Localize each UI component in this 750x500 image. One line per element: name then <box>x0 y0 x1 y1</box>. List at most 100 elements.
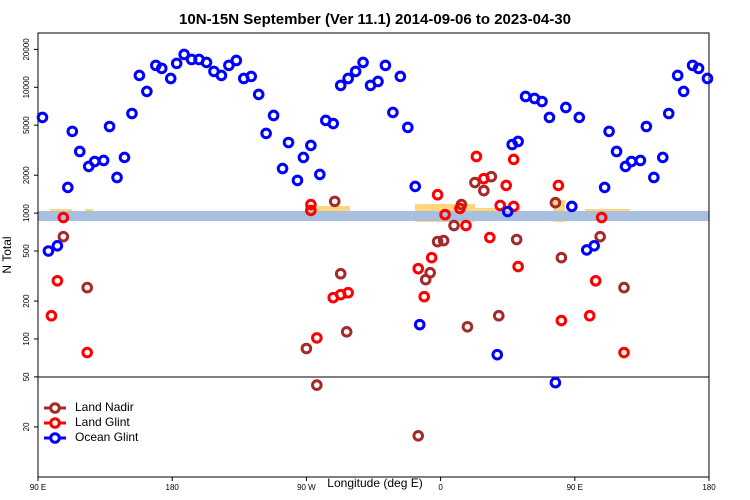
y-tick-label: 5000 <box>22 116 31 134</box>
point <box>492 309 505 322</box>
point <box>610 145 623 158</box>
point <box>598 181 611 194</box>
point <box>512 260 524 273</box>
point <box>327 117 340 130</box>
point <box>215 69 228 82</box>
legend-label: Land Glint <box>75 415 130 429</box>
point <box>57 230 70 243</box>
point <box>549 376 562 389</box>
legend-marker <box>49 432 61 444</box>
point <box>634 154 647 167</box>
point <box>297 151 310 164</box>
point <box>484 231 496 244</box>
point <box>656 151 669 164</box>
legend-marker <box>49 402 61 414</box>
point <box>178 48 190 61</box>
point <box>314 168 326 181</box>
x-axis-label: Longitude (deg E) <box>327 476 422 490</box>
point <box>677 85 690 98</box>
point <box>425 251 438 264</box>
point <box>342 72 354 85</box>
point <box>566 200 578 213</box>
point <box>141 85 153 98</box>
y-tick-label: 20000 <box>22 38 31 61</box>
point <box>603 125 615 138</box>
y-tick-label: 100 <box>22 332 31 346</box>
point <box>97 154 110 167</box>
point <box>401 121 414 134</box>
point <box>460 219 472 232</box>
point <box>439 208 451 221</box>
x-tick-label: 90 E <box>567 483 583 492</box>
point <box>589 274 602 287</box>
point <box>431 235 444 248</box>
chart-title: 10N-15N September (Ver 11.1) 2014-09-06 … <box>179 11 571 28</box>
point <box>573 111 586 124</box>
point <box>491 348 504 361</box>
point <box>583 309 596 322</box>
point <box>311 332 323 344</box>
point <box>549 196 562 209</box>
point <box>42 245 55 257</box>
x-tick-label: 90 E <box>30 483 46 492</box>
point <box>36 111 49 124</box>
point <box>500 179 513 192</box>
point <box>501 205 514 218</box>
point <box>305 198 317 211</box>
point <box>594 230 606 243</box>
point <box>349 65 362 78</box>
point <box>418 290 430 303</box>
point <box>155 62 168 75</box>
point <box>412 262 425 275</box>
point <box>267 109 280 122</box>
x-tick-label: 180 <box>702 483 716 492</box>
y-axis-label: N Total <box>0 236 14 273</box>
point <box>328 195 341 208</box>
point <box>164 72 177 85</box>
point <box>260 127 272 140</box>
blue-band <box>38 211 709 221</box>
point <box>494 199 507 212</box>
point <box>512 135 524 148</box>
point <box>387 106 399 119</box>
point <box>334 267 347 280</box>
point <box>701 72 714 85</box>
point <box>454 202 466 215</box>
point <box>560 101 572 114</box>
y-tick-label: 200 <box>22 294 31 308</box>
plot-frame <box>37 32 710 478</box>
point <box>51 239 64 252</box>
point <box>252 88 265 101</box>
point <box>372 75 384 88</box>
point <box>692 62 705 75</box>
point <box>543 111 556 124</box>
point <box>431 188 444 201</box>
point <box>394 70 407 83</box>
point <box>133 69 146 82</box>
point <box>62 181 74 194</box>
point <box>334 79 347 92</box>
point <box>276 162 289 175</box>
point <box>305 204 317 217</box>
point <box>300 342 313 355</box>
point <box>595 211 608 224</box>
point <box>536 95 548 108</box>
point <box>81 346 94 359</box>
point <box>342 286 354 299</box>
legend-marker <box>49 417 61 429</box>
point <box>648 171 660 184</box>
point <box>170 57 183 70</box>
point <box>409 180 422 193</box>
x-tick-label: 90 W <box>297 483 316 492</box>
point <box>469 176 481 189</box>
point <box>662 107 675 120</box>
point <box>671 69 684 82</box>
point <box>118 151 131 164</box>
point <box>424 266 436 279</box>
legend-label: Ocean Glint <box>75 430 139 444</box>
point <box>640 120 653 133</box>
point <box>507 153 520 166</box>
point <box>66 125 79 138</box>
point <box>305 139 317 152</box>
y-tick-label: 20 <box>22 422 31 431</box>
